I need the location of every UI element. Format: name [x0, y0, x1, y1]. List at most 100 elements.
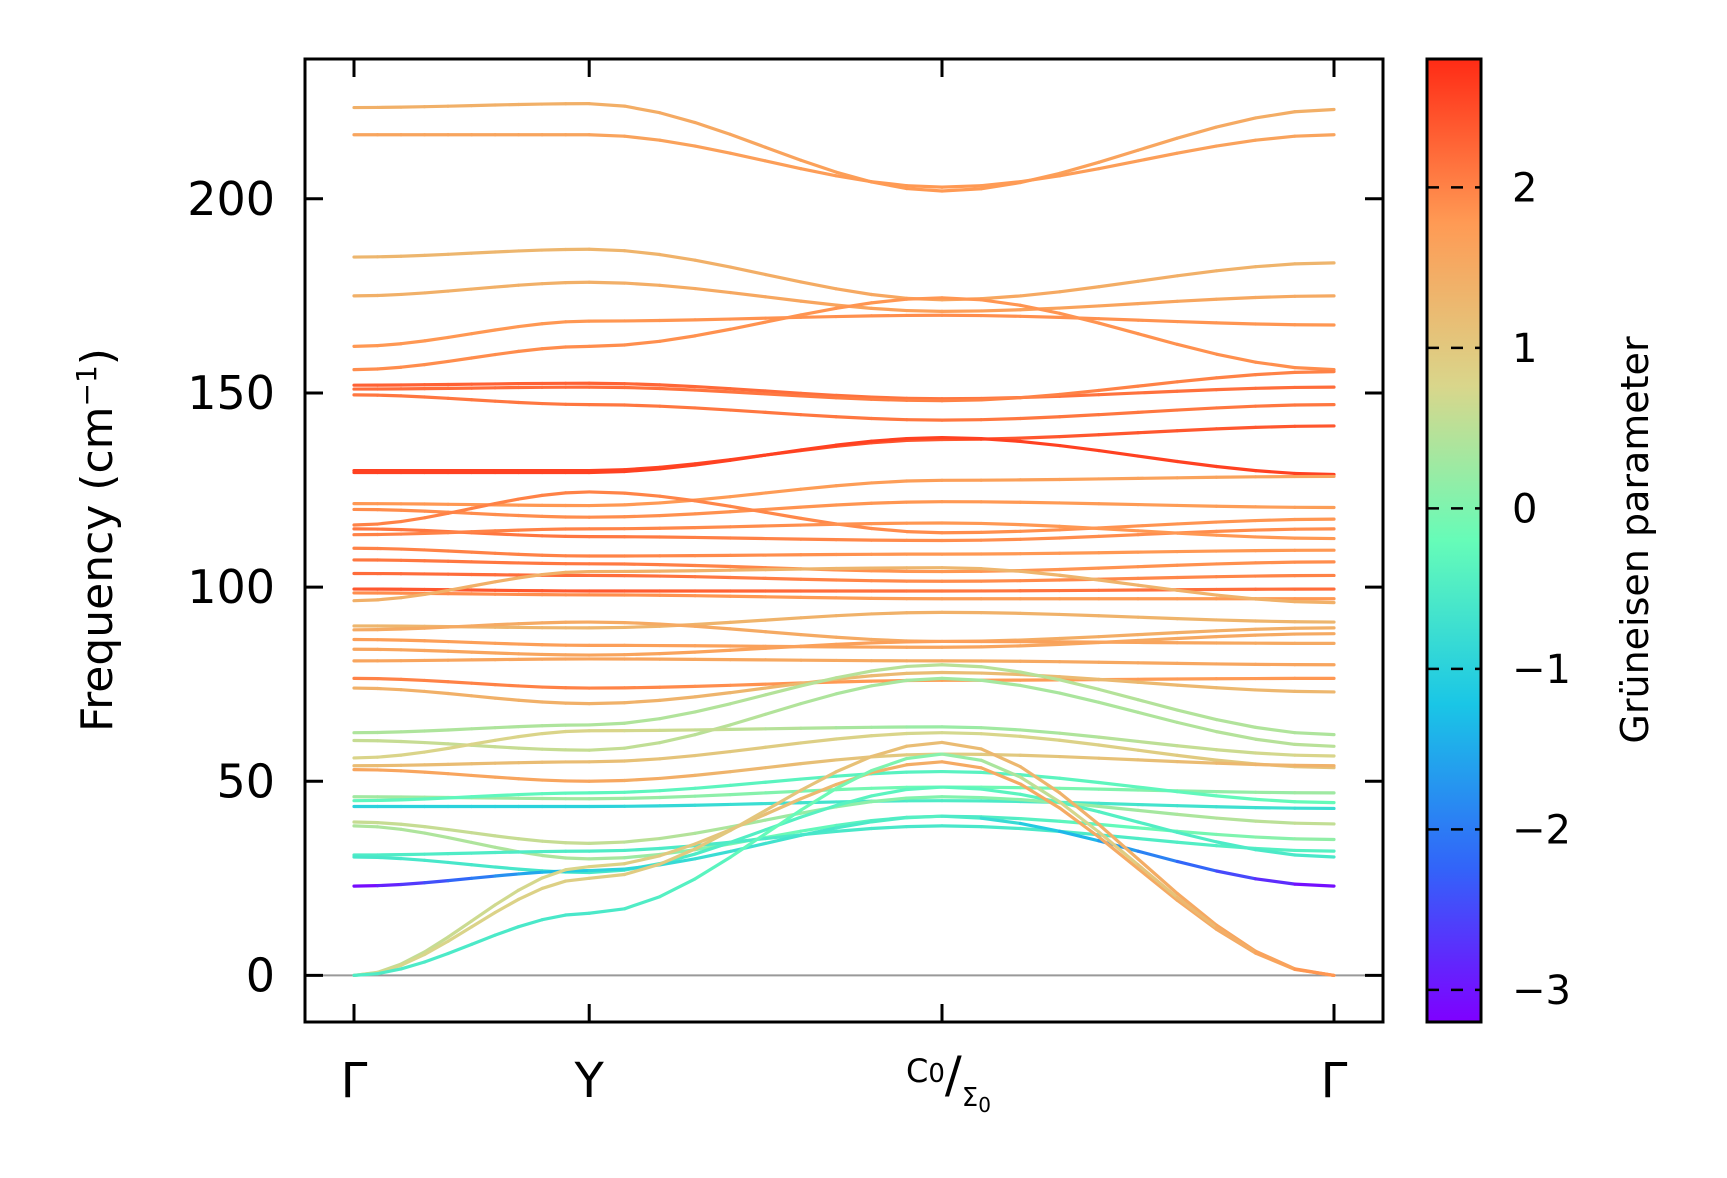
band-segment: [470, 650, 497, 655]
band-segment: [763, 567, 803, 572]
band-segment: [422, 359, 450, 367]
band-segment: [1057, 829, 1101, 843]
band-segment: [834, 481, 874, 488]
band-branch-31: [352, 676, 1336, 752]
band-segment: [1018, 415, 1062, 421]
band-segment: [940, 725, 983, 730]
band-segment: [979, 752, 1023, 757]
band-segment: [375, 855, 403, 861]
band-segment: [1136, 785, 1179, 794]
band-segment: [799, 758, 838, 766]
band-segment: [834, 674, 874, 681]
band-segment: [622, 862, 662, 877]
band-segment: [1097, 677, 1140, 684]
band-segment: [493, 622, 521, 627]
plot-frame: [303, 57, 1385, 1024]
band-segment: [658, 334, 697, 343]
band-segment: [1057, 524, 1101, 531]
band-segment: [422, 678, 450, 684]
band-segment: [763, 684, 803, 697]
band-segment: [834, 669, 874, 680]
band-segment: [693, 510, 732, 516]
band-segment: [375, 686, 403, 692]
band-segment: [1018, 523, 1062, 528]
band-segment: [587, 746, 627, 752]
band-segment: [728, 828, 768, 845]
band-segment: [1018, 528, 1062, 533]
band-segment: [1057, 612, 1101, 618]
band-segment: [375, 627, 403, 632]
band-segment: [728, 727, 768, 732]
band-segment: [352, 598, 380, 603]
band-segment: [658, 842, 697, 858]
band-segment: [1097, 700, 1140, 714]
band-segment: [1018, 435, 1062, 440]
band-segment: [834, 820, 874, 830]
band-segment: [1097, 687, 1140, 702]
band-segment: [1175, 790, 1219, 798]
band-segment: [587, 102, 627, 108]
band-segment: [763, 595, 803, 599]
band-segment: [1018, 782, 1062, 810]
band-segment: [728, 745, 768, 754]
band-segment: [763, 726, 803, 731]
band-segment: [422, 728, 450, 733]
band-segment: [517, 552, 544, 557]
band-segment: [834, 800, 874, 809]
band-segment: [422, 289, 450, 295]
band-branch-34: [352, 752, 1336, 783]
band-segment: [1018, 765, 1062, 795]
band-segment: [763, 789, 803, 795]
band-segment: [446, 876, 474, 883]
band-segment: [587, 701, 627, 706]
band-segment: [540, 791, 568, 796]
band-segment: [564, 856, 591, 861]
band-segment: [399, 952, 427, 967]
y-tick-label: 0: [246, 948, 275, 1002]
band-segment: [728, 151, 768, 163]
band-segment: [1253, 424, 1297, 429]
band-segment: [693, 727, 732, 732]
band-segment: [1136, 849, 1179, 864]
band-segment: [834, 794, 874, 808]
band-segment: [587, 280, 627, 285]
band-segment: [1214, 686, 1258, 692]
band-segment: [658, 831, 697, 841]
band-segment: [1018, 611, 1062, 617]
band-segment: [979, 611, 1023, 615]
band-segment: [1097, 502, 1140, 507]
band-segment: [1214, 138, 1258, 148]
band-segment: [1214, 116, 1258, 129]
band-segment: [728, 575, 768, 580]
band-segment: [1293, 731, 1336, 737]
band-segment: [1097, 391, 1140, 397]
band-segment: [470, 840, 497, 849]
band-segment: [470, 738, 497, 746]
band-segment: [869, 292, 909, 300]
band-segment: [1293, 107, 1336, 114]
band-segment: [446, 251, 474, 256]
band-branch-45: [352, 752, 1336, 978]
band-segment: [1057, 731, 1101, 739]
band-branch-27: [352, 657, 1336, 667]
band-segment: [799, 503, 838, 509]
band-segment: [658, 857, 697, 867]
band-segment: [1293, 689, 1336, 694]
band-segment: [1214, 404, 1258, 410]
band-segment: [446, 639, 474, 645]
band-segment: [1097, 822, 1140, 830]
band-segment: [799, 280, 838, 291]
band-segment: [1214, 321, 1258, 326]
band-segment: [493, 576, 521, 584]
band-segment: [564, 344, 591, 349]
band-segment: [375, 342, 403, 348]
band-segment: [1175, 125, 1219, 140]
band-segment: [799, 484, 838, 491]
band-segment: [517, 777, 544, 782]
band-segment: [587, 862, 627, 869]
band-segment: [540, 839, 568, 845]
colorbar-tick-label: 2: [1512, 165, 1537, 211]
band-segment: [622, 836, 662, 844]
band-segment: [446, 624, 474, 629]
band-segment: [564, 729, 591, 734]
